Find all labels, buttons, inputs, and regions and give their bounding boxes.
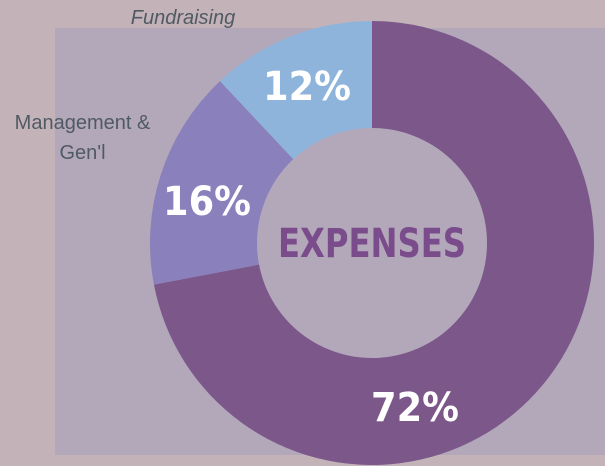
chart-title: EXPENSES: [278, 221, 466, 267]
category-label: Management & Gen'l: [14, 112, 151, 164]
value-label: 16%: [163, 179, 251, 225]
slice: [220, 21, 372, 160]
slice: [150, 81, 294, 285]
value-label: 12%: [263, 64, 351, 110]
value-label: 72%: [371, 385, 459, 431]
slice: [153, 21, 595, 465]
category-label: Fundraising: [130, 7, 236, 29]
slices: [150, 21, 595, 465]
